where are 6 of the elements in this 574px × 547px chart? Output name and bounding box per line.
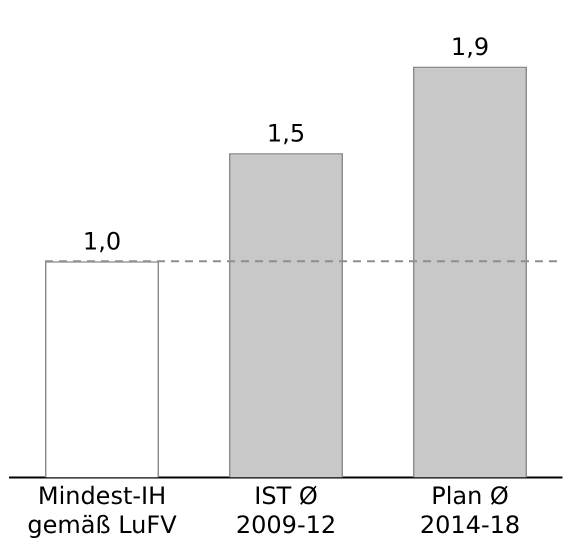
data-label: 1,5: [266, 119, 306, 148]
x-tick-label: Plan Ø 2014-18: [420, 482, 520, 539]
data-label: 1,9: [450, 32, 490, 61]
x-tick-label: IST Ø 2009-12: [236, 482, 336, 539]
x-tick-label: Mindest-IH gemäß LuFV: [27, 482, 178, 539]
data-label: 1,0: [82, 227, 122, 256]
